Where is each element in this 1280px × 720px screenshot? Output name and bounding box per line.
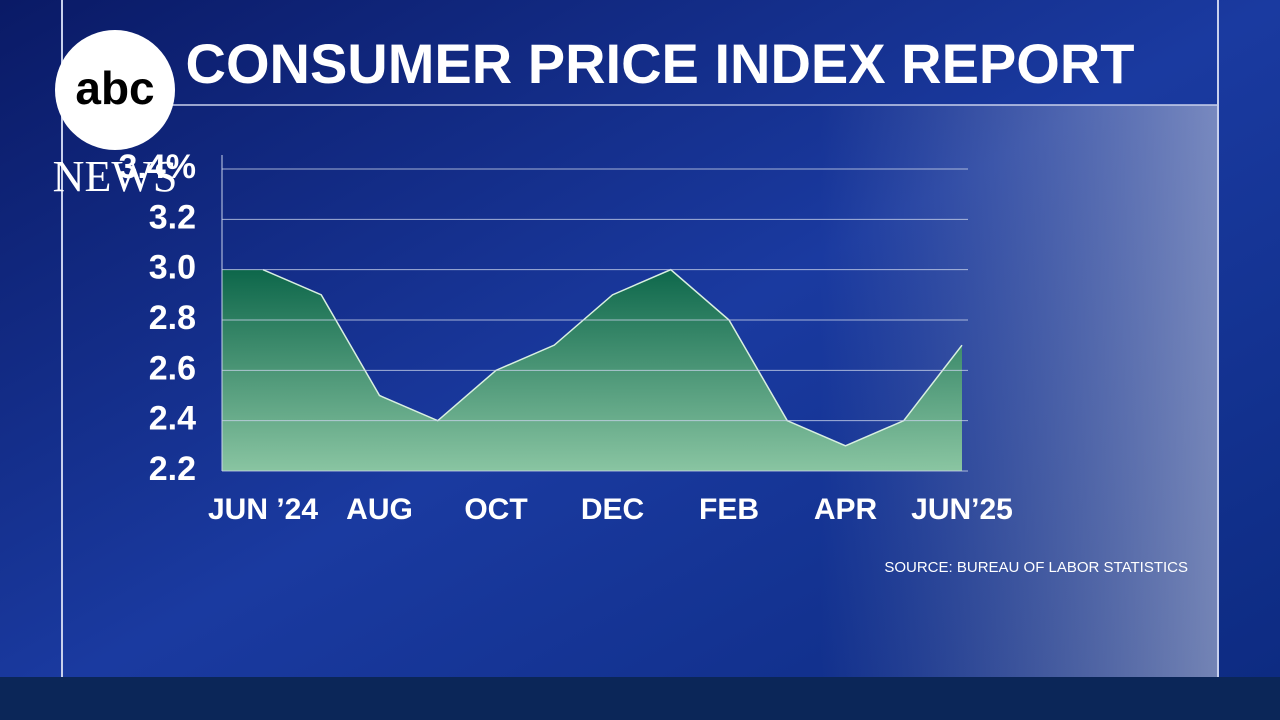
money-image: [820, 105, 1218, 677]
logo-text: abc: [75, 62, 154, 114]
x-tick-label: OCT: [464, 493, 527, 526]
y-tick-label: 2.8: [149, 299, 196, 337]
x-tick-label: JUN’25: [911, 493, 1013, 526]
y-tick-label: 2.6: [149, 349, 196, 387]
logo-news: NEWS: [53, 152, 178, 201]
logo-circle: [55, 30, 175, 150]
y-tick-label: 2.4: [149, 400, 196, 438]
x-tick-label: DEC: [581, 493, 644, 526]
source: SOURCE: BUREAU OF LABOR STATISTICS: [884, 559, 1188, 576]
chart-title: CONSUMER PRICE INDEX REPORT: [186, 32, 1135, 95]
y-tick-label: 2.2: [149, 450, 196, 488]
x-tick-label: AUG: [346, 493, 413, 526]
x-tick-label: APR: [814, 493, 878, 526]
x-tick-label: FEB: [699, 493, 759, 526]
plot: 2.2 2.4 2.6 2.8 3.0 3.2 3.4% JUN ’24 AUG OCT DEC FE…: [119, 148, 1013, 526]
y-tick-label: 3.4%: [119, 148, 197, 186]
x-tick-label: JUN ’24: [208, 493, 318, 526]
bottom-bar: [0, 677, 1280, 720]
area-line: [262, 268, 963, 447]
y-tick-label: 3.2: [149, 198, 196, 236]
y-tick-label: 3.0: [149, 249, 196, 287]
